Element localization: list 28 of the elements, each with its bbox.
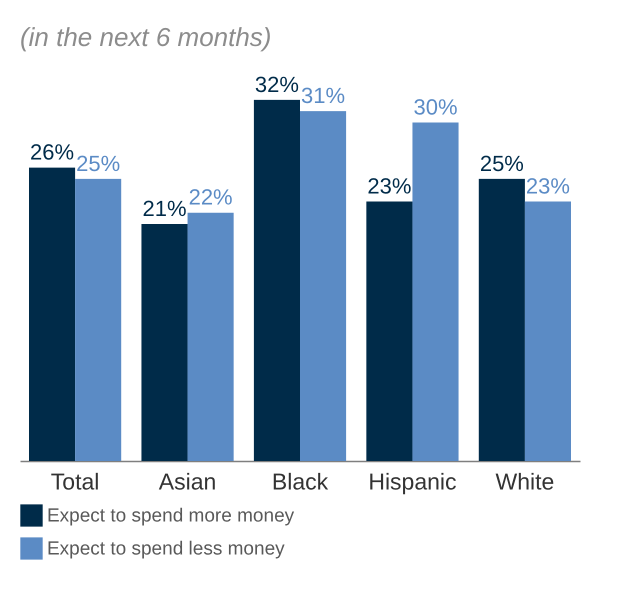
legend-label: Expect to spend less money [47, 538, 286, 560]
data-label: 23% [367, 173, 412, 198]
data-label: 22% [188, 184, 233, 210]
x-tick-label: Asian [158, 468, 216, 494]
bar [300, 111, 346, 461]
x-tick-label: Hispanic [368, 468, 457, 494]
bar [366, 201, 412, 461]
data-label: 26% [30, 140, 74, 165]
data-label: 31% [301, 83, 346, 108]
bar [28, 168, 76, 461]
bar [478, 178, 525, 461]
x-tick-label: Total [50, 468, 100, 494]
bar [141, 224, 188, 461]
bar [412, 122, 459, 461]
bar [254, 100, 300, 461]
data-label: 25% [480, 150, 524, 176]
data-label: 25% [76, 150, 120, 176]
data-label: 32% [254, 72, 299, 97]
x-tick-label: Black [272, 468, 329, 494]
data-label: 30% [413, 94, 458, 120]
data-label: 21% [142, 196, 187, 222]
chart-title: (in the next 6 months) [20, 22, 272, 52]
bar [188, 212, 234, 461]
legend-label: Expect to spend more money [47, 506, 295, 526]
data-label: 23% [526, 173, 570, 198]
x-tick-label: White [496, 468, 554, 494]
bar [524, 201, 572, 461]
bar [75, 178, 122, 461]
